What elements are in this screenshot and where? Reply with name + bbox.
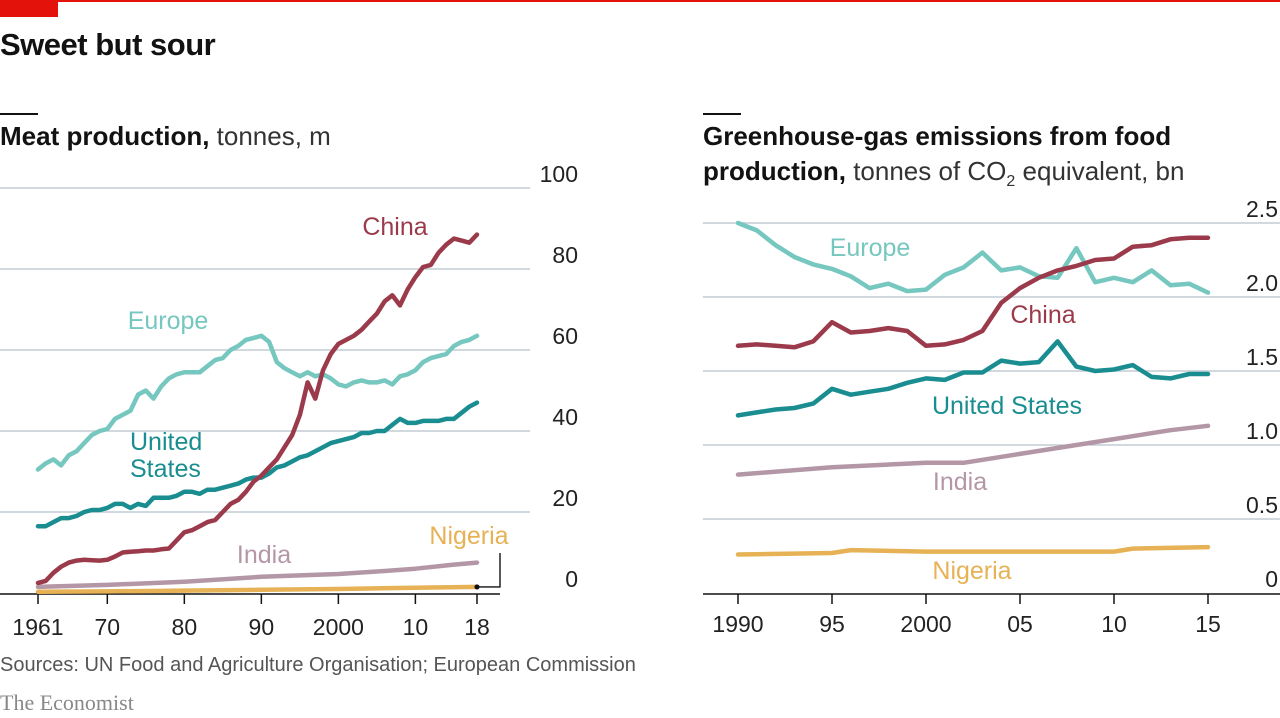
top-accent-line xyxy=(0,0,1280,2)
meat-label-india: India xyxy=(237,541,291,569)
ghg-label-line: China xyxy=(1010,301,1075,329)
chart1-title-bold: Meat production, xyxy=(0,121,210,151)
meat-series-nigeria xyxy=(35,584,480,595)
ghg-ytick-label: 2.0 xyxy=(1246,270,1278,296)
ghg-label-europe: Europe xyxy=(830,234,911,262)
chart2-title-bold-line2: production, xyxy=(703,156,846,186)
chart1-title: Meat production, tonnes, m xyxy=(0,119,331,154)
meat-series-china xyxy=(35,232,480,586)
meat-label-line: United xyxy=(130,428,202,456)
ghg-xtick-label: 15 xyxy=(1195,611,1221,637)
meat-xtick-label: 2000 xyxy=(313,614,364,640)
ghg-series-china xyxy=(735,235,1211,350)
meat-ytick-label: 20 xyxy=(552,485,578,511)
chart2-title-rule xyxy=(703,113,741,115)
meat-xtick-label: 18 xyxy=(464,614,490,640)
ghg-ytick-label: 1.0 xyxy=(1246,418,1278,444)
chart1-title-rule xyxy=(0,113,38,115)
meat-xtick-label: 10 xyxy=(403,614,429,640)
ghg-xtick-label: 1990 xyxy=(712,611,763,637)
ghg-xtick-label: 2000 xyxy=(900,611,951,637)
meat-ytick-label: 0 xyxy=(565,566,578,592)
meat-label-line: Europe xyxy=(128,307,209,335)
ghg-label-india: India xyxy=(933,468,987,496)
source-note: Sources: UN Food and Agriculture Organis… xyxy=(0,654,636,676)
ghg-label-united-states: United States xyxy=(932,392,1082,420)
meat-ytick-label: 80 xyxy=(552,242,578,268)
meat-ytick-label: 100 xyxy=(540,161,578,187)
ghg-label-line: India xyxy=(933,468,987,496)
chart1-title-units: tonnes, m xyxy=(209,121,331,151)
ghg-ytick-label: 2.5 xyxy=(1246,196,1278,222)
ghg-label-china: China xyxy=(1010,301,1075,329)
meat-series-europe xyxy=(35,333,480,472)
chart2-title: Greenhouse-gas emissions from food produ… xyxy=(703,119,1184,199)
meat-nigeria-end-dot xyxy=(474,584,480,590)
publisher-brand: The Economist xyxy=(0,690,134,715)
ghg-xtick-label: 05 xyxy=(1007,611,1033,637)
meat-label-china: China xyxy=(362,213,427,241)
meat-label-line: China xyxy=(362,213,427,241)
ghg-series-india xyxy=(735,423,1211,477)
meat-xtick-label: 80 xyxy=(172,614,198,640)
ghg-series-nigeria xyxy=(735,544,1211,557)
meat-label-united-states: United States xyxy=(130,428,202,483)
chart2-title-units-b: equivalent, bn xyxy=(1015,156,1185,186)
ghg-series-united-states xyxy=(735,339,1211,418)
meat-xtick-label: 90 xyxy=(249,614,275,640)
meat-label-line: India xyxy=(237,541,291,569)
page-title: Sweet but sour xyxy=(0,27,216,62)
meat-label-nigeria: Nigeria xyxy=(429,522,508,550)
meat-xtick-label: 1961 xyxy=(12,614,63,640)
ghg-label-line: United States xyxy=(932,392,1082,420)
ghg-label-nigeria: Nigeria xyxy=(932,557,1011,585)
meat-label-line: States xyxy=(130,455,201,483)
chart2-title-units-a: tonnes of CO xyxy=(845,156,1007,186)
meat-series-india xyxy=(35,560,480,590)
meat-ytick-label: 40 xyxy=(552,404,578,430)
ghg-series-europe xyxy=(735,220,1211,295)
ghg-xtick-label: 95 xyxy=(819,611,845,637)
meat-label-europe: Europe xyxy=(128,307,209,335)
meat-xtick-label: 70 xyxy=(95,614,121,640)
ghg-xtick-label: 10 xyxy=(1101,611,1127,637)
chart2-title-bold-line1: Greenhouse-gas emissions from food xyxy=(703,121,1172,151)
ghg-label-line: Nigeria xyxy=(932,557,1011,585)
ghg-ytick-label: 0 xyxy=(1265,566,1278,592)
meat-label-line: Nigeria xyxy=(429,522,508,550)
ghg-ytick-label: 1.5 xyxy=(1246,344,1278,370)
meat-ytick-label: 60 xyxy=(552,323,578,349)
chart2-title-subscript: 2 xyxy=(1006,173,1016,191)
ghg-ytick-label: 0.5 xyxy=(1246,492,1278,518)
chart2-title-units: tonnes of CO2 equivalent, bn xyxy=(845,156,1185,190)
brand-red-tab xyxy=(0,0,58,17)
ghg-label-line: Europe xyxy=(830,234,911,262)
meat-nigeria-leader-line xyxy=(477,553,501,588)
